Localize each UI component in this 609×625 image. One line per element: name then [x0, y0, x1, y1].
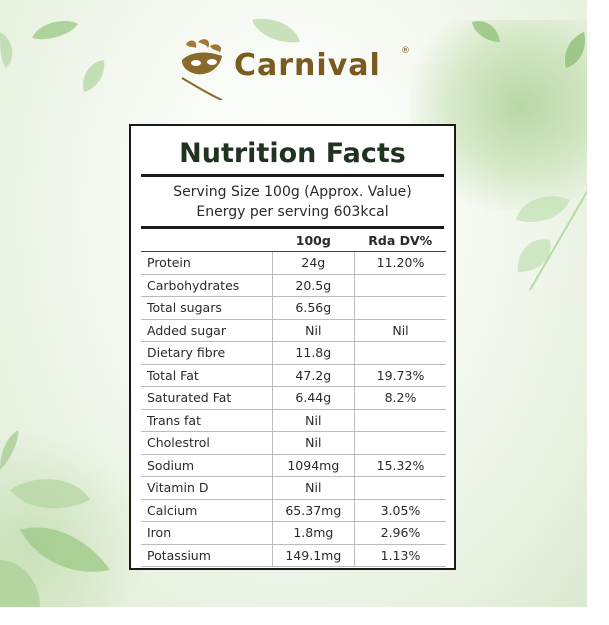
background: Carnival ® Nutrition Facts Serving Size … [0, 0, 587, 607]
leaf-icon [0, 430, 110, 607]
per-100g-value: 47.2g [272, 363, 355, 387]
brand-name: Carnival [234, 48, 381, 83]
per-100g-value: 1094mg [272, 453, 355, 477]
table-row: Carbohydrates 20.5g [141, 273, 446, 297]
per-100g-value: 11.8g [272, 341, 355, 364]
rda-value: 3.05% [354, 498, 446, 522]
table-row: Added sugar Nil Nil [141, 318, 446, 342]
rda-value: 19.73% [354, 363, 446, 387]
rda-value [354, 408, 446, 432]
leaf-icon [252, 18, 300, 43]
table-header-row: 100g Rda DV% [141, 229, 446, 252]
energy-per-serving: Energy per serving 603kcal [196, 204, 389, 220]
leaf-icon [564, 32, 586, 68]
nutrient-name: Added sugar [141, 318, 273, 342]
table-row: Cholestrol Nil [141, 431, 446, 454]
per-100g-value: 20.5g [272, 273, 355, 297]
nutrient-name: Total Fat [141, 363, 273, 387]
panel-title: Nutrition Facts [179, 138, 406, 169]
per-100g-value: 24g [272, 251, 355, 274]
per-100g-value: Nil [272, 408, 355, 432]
registered-mark: ® [401, 46, 410, 56]
table-row: Total sugars 6.56g [141, 296, 446, 319]
rda-value [354, 476, 446, 499]
column-header: 100g [272, 229, 355, 252]
rda-value: 8.2% [354, 386, 446, 409]
leaf-icon [516, 189, 587, 291]
rda-value [354, 273, 446, 297]
nutrition-facts-panel: Nutrition Facts Serving Size 100g (Appro… [129, 124, 456, 570]
rda-value: Nil [354, 318, 446, 342]
nutrient-name: Dietary fibre [141, 341, 273, 364]
table-row: Protein 24g 11.20% [141, 251, 446, 274]
column-header: Rda DV% [354, 229, 446, 252]
table-row: Vitamin D Nil [141, 476, 446, 499]
per-100g-value: Nil [272, 318, 355, 342]
nutrient-name: Cholestrol [141, 431, 273, 454]
leaf-icon [32, 20, 78, 40]
rda-value: 1.13% [354, 543, 446, 567]
table-row: Saturated Fat 6.44g 8.2% [141, 386, 446, 409]
per-100g-value: 65.37mg [272, 498, 355, 522]
table-row: Iron 1.8mg 2.96% [141, 521, 446, 544]
divider [141, 226, 444, 229]
rda-value [354, 296, 446, 319]
table-row: Dietary fibre 11.8g [141, 341, 446, 364]
carnival-mask-icon [181, 39, 223, 100]
nutrient-name: Total sugars [141, 296, 273, 319]
nutrition-table: 100g Rda DV% Protein 24g 11.20% Carbohydra… [141, 229, 446, 567]
nutrient-name: Carbohydrates [141, 273, 273, 297]
rda-value: 15.32% [354, 453, 446, 477]
table-row: Sodium 1094mg 15.32% [141, 453, 446, 477]
leaf-icon [472, 20, 500, 42]
serving-size: Serving Size 100g (Approx. Value) [173, 184, 412, 200]
rda-value [354, 431, 446, 454]
per-100g-value: Nil [272, 476, 355, 499]
leaf-icon [0, 32, 13, 68]
per-100g-value: 6.44g [272, 386, 355, 409]
nutrient-name: Sodium [141, 453, 273, 477]
nutrient-name: Trans fat [141, 408, 273, 432]
per-100g-value: 149.1mg [272, 543, 355, 567]
nutrient-name: Iron [141, 521, 273, 544]
column-header [141, 229, 273, 252]
table-row: Trans fat Nil [141, 408, 446, 432]
table-row: Potassium 149.1mg 1.13% [141, 543, 446, 567]
leaf-icon [83, 60, 105, 92]
table-row: Calcium 65.37mg 3.05% [141, 498, 446, 522]
nutrient-name: Saturated Fat [141, 386, 273, 409]
divider [141, 174, 444, 177]
nutrient-name: Calcium [141, 498, 273, 522]
rda-value: 2.96% [354, 521, 446, 544]
per-100g-value: 6.56g [272, 296, 355, 319]
per-100g-value: Nil [272, 431, 355, 454]
per-100g-value: 1.8mg [272, 521, 355, 544]
table-row: Total Fat 47.2g 19.73% [141, 363, 446, 387]
rda-value: 11.20% [354, 251, 446, 274]
nutrient-name: Protein [141, 251, 273, 274]
nutrient-name: Potassium [141, 543, 273, 567]
rda-value [354, 341, 446, 364]
brand-logo: Carnival ® [176, 38, 416, 100]
nutrient-name: Vitamin D [141, 476, 273, 499]
